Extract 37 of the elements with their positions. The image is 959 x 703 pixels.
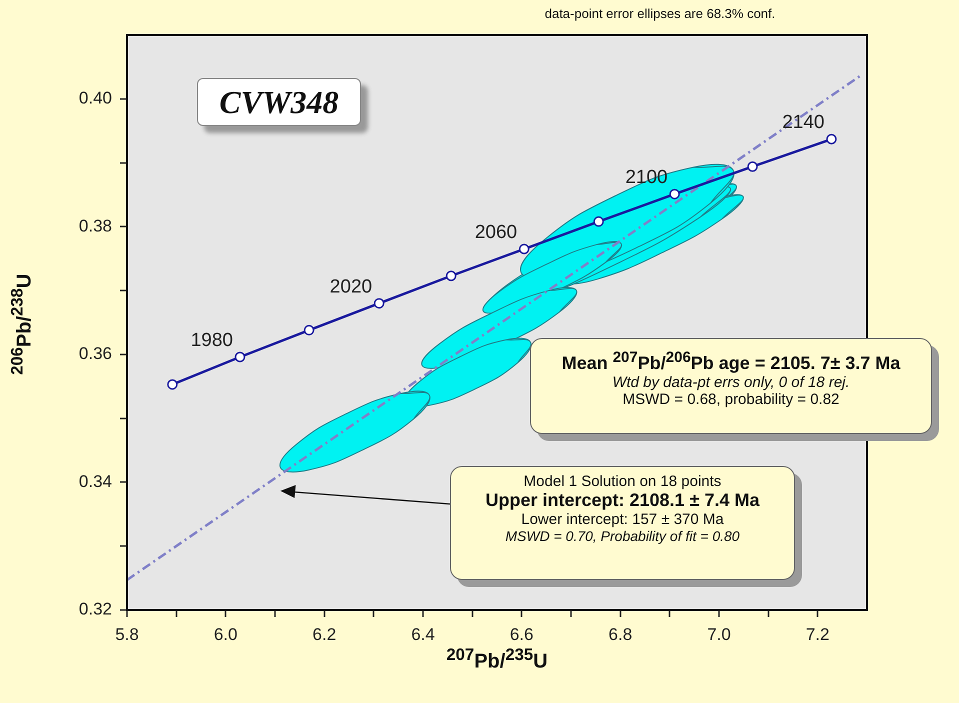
annotation: 2060 bbox=[474, 222, 518, 244]
x-tick-label: 6.4 bbox=[411, 624, 435, 644]
y-tick-label: 0.36 bbox=[78, 344, 112, 364]
point bbox=[747, 161, 758, 172]
x-tick-label: 5.8 bbox=[115, 624, 139, 644]
x-axis-title: $^{207}$Pb/$^{235}$U bbox=[445, 645, 549, 674]
annotation: 2140 bbox=[782, 112, 824, 134]
title-box: CVW348 bbox=[197, 78, 361, 126]
annotation: 2020 bbox=[330, 276, 372, 298]
point bbox=[374, 298, 384, 309]
point bbox=[518, 244, 530, 254]
point bbox=[669, 188, 680, 200]
x-tick-label: 7.2 bbox=[806, 624, 830, 644]
annotation: Mean $^{207}$Pb/$^{206}$Pb age = 2105. 7± 3.7 Ma bbox=[560, 349, 902, 374]
y-tick-label: 0.34 bbox=[78, 472, 112, 491]
point bbox=[304, 324, 314, 336]
x-tick-label: 6.0 bbox=[214, 624, 238, 644]
point bbox=[167, 379, 178, 390]
annotation: MSWD = 0.70, Probability of fit = 0.80 bbox=[504, 528, 741, 544]
annotation: Model 1 Solution on 18 points bbox=[522, 473, 722, 490]
y-tick-label: 0.40 bbox=[78, 88, 112, 108]
x-tick-label: 7.0 bbox=[707, 624, 731, 644]
annotation: Upper intercept: 2108.1 ± 7.4 Ma bbox=[484, 490, 761, 511]
point bbox=[446, 270, 456, 282]
y-tick-label: 0.32 bbox=[78, 600, 112, 619]
x-tick-label: 6.8 bbox=[608, 624, 632, 644]
annotation: 1980 bbox=[190, 330, 233, 351]
annotation: Wtd by data-pt errs only, 0 of 18 rej. bbox=[611, 374, 851, 391]
annotation: MSWD = 0.68, probability = 0.82 bbox=[622, 391, 840, 408]
annotation: Lower intercept: 157 ± 370 Ma bbox=[520, 511, 725, 528]
text: data-point error ellipses are 68.3% conf. bbox=[544, 6, 776, 21]
x-tick-label: 6.2 bbox=[312, 624, 336, 644]
x-tick-label: 6.6 bbox=[510, 624, 534, 644]
point bbox=[593, 216, 604, 227]
point bbox=[234, 352, 246, 362]
point bbox=[826, 134, 837, 144]
y-tick-label: 0.38 bbox=[78, 216, 112, 236]
